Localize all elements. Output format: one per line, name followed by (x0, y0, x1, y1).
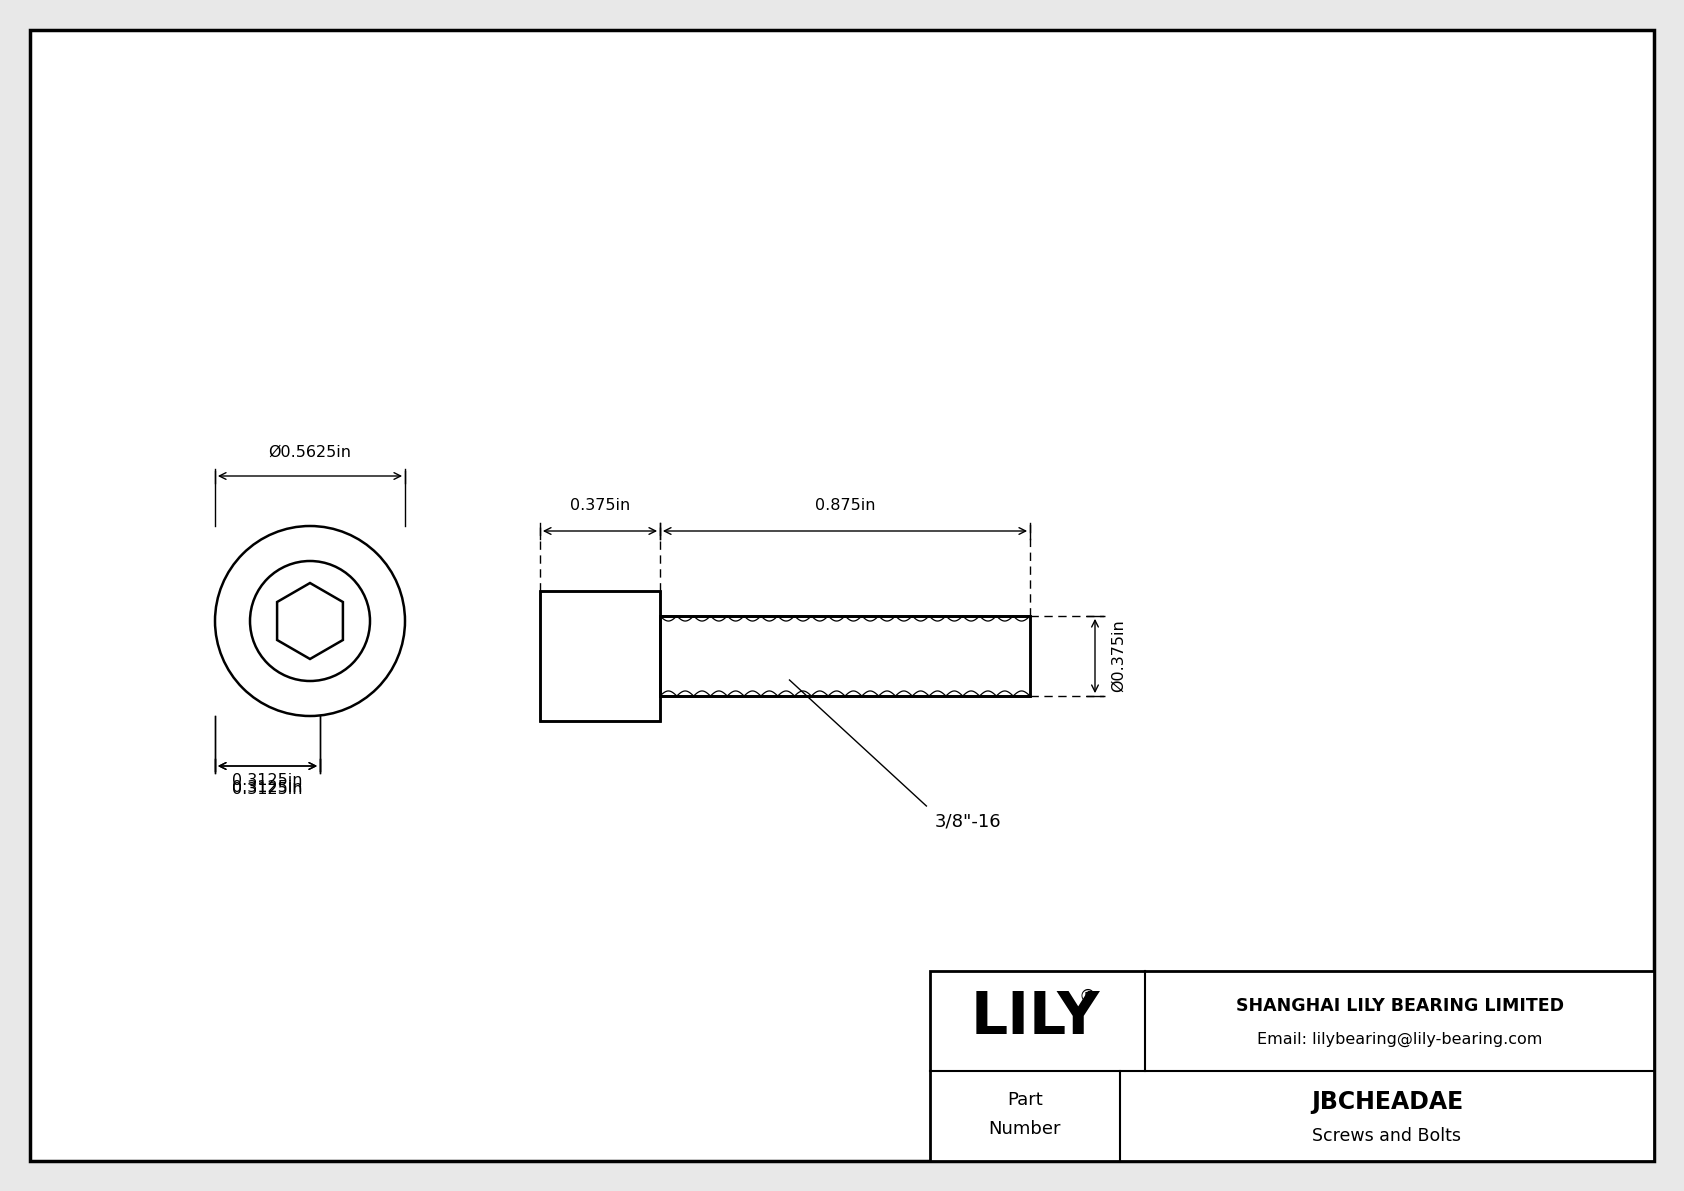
Bar (541, 591, 660, 721)
Text: Ø0.375in: Ø0.375in (1111, 619, 1127, 692)
Circle shape (216, 526, 404, 716)
Ellipse shape (1329, 1017, 1431, 1045)
Text: Screws and Bolts: Screws and Bolts (1312, 1127, 1462, 1145)
Text: ®: ® (1078, 989, 1096, 1006)
Text: Part
Number: Part Number (989, 1091, 1061, 1137)
Polygon shape (1431, 991, 1612, 1029)
Text: Email: lilybearing@lily-bearing.com: Email: lilybearing@lily-bearing.com (1256, 1031, 1543, 1047)
Polygon shape (1371, 983, 1389, 990)
Bar (660, 616, 1031, 696)
Text: 0.3125in: 0.3125in (232, 780, 303, 796)
Polygon shape (1329, 990, 1431, 1031)
Text: LILY: LILY (970, 989, 1100, 1046)
Text: 0.3125in: 0.3125in (232, 773, 303, 788)
Ellipse shape (1329, 974, 1431, 1004)
Bar (541, 591, 660, 721)
Text: JBCHEADAE: JBCHEADAE (1310, 1091, 1463, 1115)
Text: 3/8"-16: 3/8"-16 (935, 812, 1000, 830)
Text: Ø0.5625in: Ø0.5625in (268, 445, 352, 460)
Text: SHANGHAI LILY BEARING LIMITED: SHANGHAI LILY BEARING LIMITED (1236, 997, 1563, 1015)
Text: 0.875in: 0.875in (815, 498, 876, 513)
Ellipse shape (1369, 981, 1391, 991)
Bar (930, 971, 1654, 1161)
Polygon shape (278, 584, 344, 659)
Bar (660, 616, 1031, 696)
Text: 0.3125in: 0.3125in (232, 782, 303, 797)
Text: 0.375in: 0.375in (569, 498, 630, 513)
Circle shape (249, 561, 370, 681)
